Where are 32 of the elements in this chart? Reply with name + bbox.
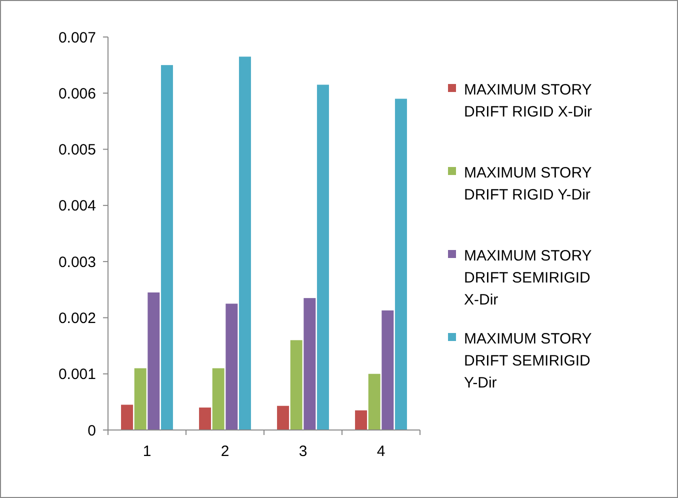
legend-label: MAXIMUM STORY DRIFT RIGID X-Dir	[464, 81, 592, 120]
x-tick-label: 1	[142, 443, 152, 460]
bar	[212, 368, 224, 430]
y-tick-label: 0.007	[58, 29, 96, 46]
bar	[290, 340, 302, 430]
y-tick-label: 0.001	[58, 366, 96, 384]
y-tick-label: 0	[88, 422, 96, 440]
bar	[238, 56, 251, 430]
bar	[160, 65, 173, 430]
bar	[382, 310, 394, 430]
legend-label: MAXIMUM STORY DRIFT SEMIRIGID Y-Dir	[464, 330, 592, 392]
y-tick-label: 0.004	[58, 198, 96, 215]
y-tick-label: 0.006	[58, 85, 96, 102]
bar	[368, 374, 380, 430]
x-tick-label: 3	[298, 443, 308, 460]
bar	[394, 98, 407, 430]
x-tick-label: 4	[376, 443, 386, 460]
bar	[148, 292, 160, 430]
bar	[304, 298, 316, 430]
bar	[121, 404, 134, 430]
y-tick-label: 0.002	[58, 310, 96, 327]
bar	[277, 406, 290, 430]
x-tick-label: 2	[220, 443, 230, 460]
legend-label: MAXIMUM STORY DRIFT RIGID Y-Dir	[464, 164, 592, 204]
y-tick-label: 0.003	[58, 254, 96, 271]
y-tick-label: 0.005	[58, 142, 96, 159]
bar	[316, 84, 329, 430]
bar	[199, 408, 212, 430]
bar	[134, 368, 146, 430]
bar	[355, 410, 368, 430]
legend-label: MAXIMUM STORY DRIFT SEMIRIGID X-Dir	[464, 247, 592, 308]
bar	[226, 304, 238, 430]
